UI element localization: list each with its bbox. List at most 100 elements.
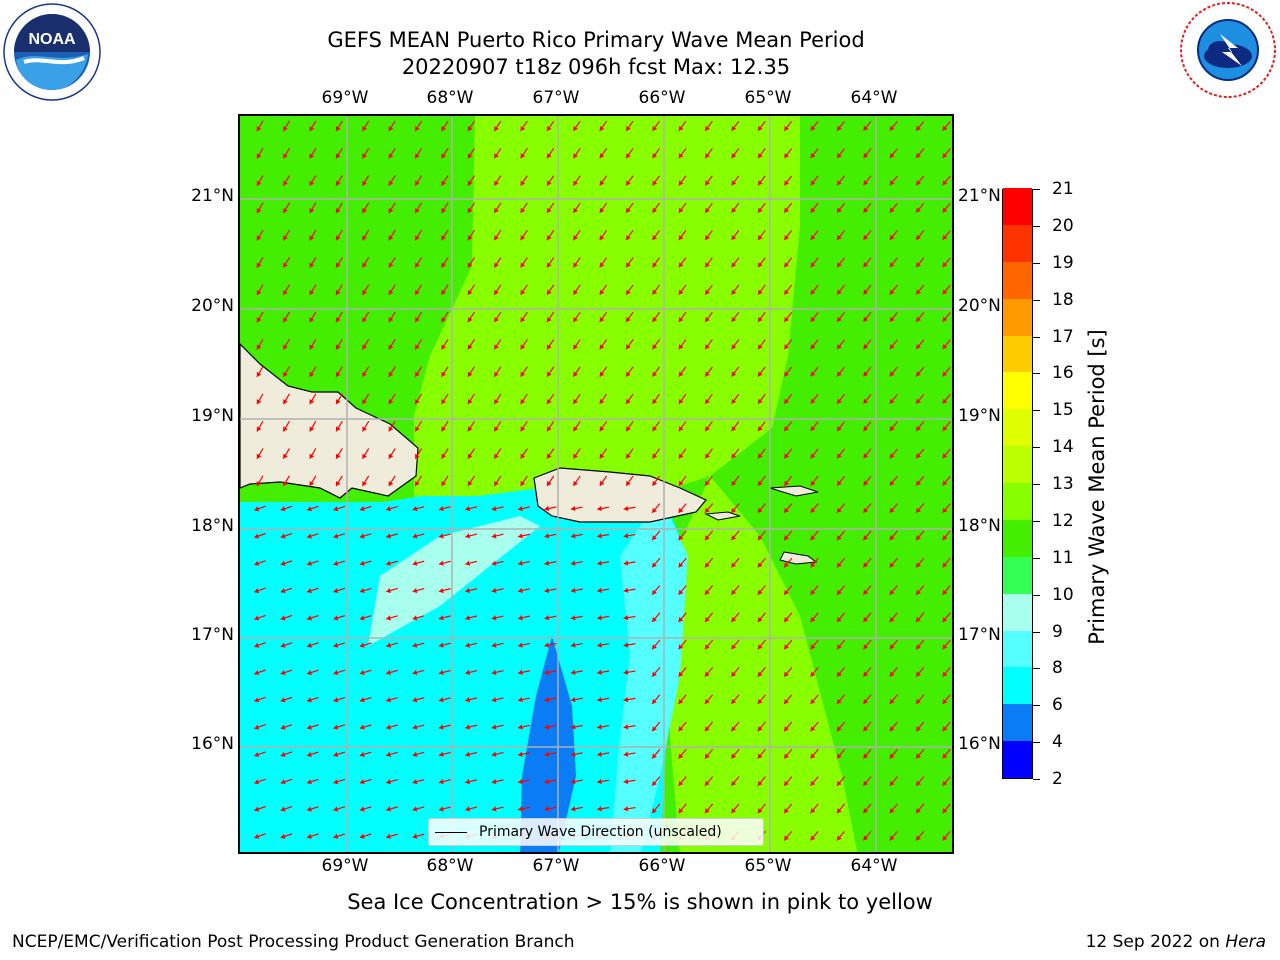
wave-direction-arrow [915, 475, 925, 486]
colorbar-segment [1003, 261, 1032, 299]
wave-direction-arrow [651, 530, 661, 541]
wave-direction-arrow [412, 669, 425, 676]
wave-direction-arrow [810, 148, 819, 159]
wave-direction-arrow [414, 475, 423, 487]
wave-direction-arrow [889, 230, 898, 241]
wave-direction-arrow [544, 642, 557, 648]
latitude-label: 17°N [191, 625, 234, 645]
longitude-label: 65°W [744, 856, 792, 876]
wave-direction-arrow [678, 475, 687, 487]
wave-direction-arrow [836, 803, 846, 814]
wave-direction-arrow [836, 202, 845, 213]
wave-direction-arrow [572, 284, 581, 296]
wave-direction-arrow [862, 393, 872, 405]
colorbar-segment [1003, 298, 1032, 336]
wave-direction-arrow [915, 148, 925, 159]
wave-direction-arrow [652, 284, 660, 296]
wave-direction-arrow [623, 533, 636, 539]
wave-direction-arrow [757, 557, 766, 568]
wave-direction-arrow [652, 148, 660, 159]
wave-direction-arrow [757, 667, 766, 677]
wave-direction-arrow [414, 393, 423, 405]
wave-direction-arrow [942, 585, 951, 596]
longitude-label: 67°W [532, 856, 580, 876]
wave-direction-arrow [518, 560, 530, 566]
wave-direction-arrow [493, 339, 502, 350]
wave-direction-arrow [810, 421, 819, 432]
wave-direction-arrow [915, 230, 925, 241]
wave-direction-arrow [915, 803, 925, 814]
wave-direction-arrow [335, 147, 343, 159]
footer-date: 12 Sep 2022 on Hera [1086, 932, 1266, 952]
wave-direction-arrow [862, 312, 872, 323]
wave-direction-arrow [465, 806, 478, 812]
wave-direction-arrow [599, 366, 608, 377]
wave-direction-arrow [862, 175, 872, 186]
wave-direction-arrow [438, 724, 451, 730]
wave-direction-arrow [254, 505, 266, 512]
wave-direction-arrow [518, 669, 530, 675]
wave-direction-arrow [544, 669, 557, 675]
wave-direction-arrow [597, 778, 610, 785]
wave-direction-arrow [280, 751, 293, 758]
wave-direction-arrow [652, 339, 660, 350]
wave-direction-arrow [942, 339, 951, 350]
wave-direction-arrow [546, 229, 555, 241]
wave-direction-arrow [678, 557, 687, 568]
wave-direction-arrow [465, 751, 478, 757]
wave-direction-arrow [915, 175, 925, 186]
colorbar [1002, 187, 1033, 779]
wave-direction-arrow [256, 393, 264, 405]
wave-direction-arrow [810, 721, 819, 732]
wave-direction-arrow [651, 557, 661, 568]
wave-direction-arrow [915, 421, 925, 432]
longitude-label: 64°W [850, 856, 898, 876]
wave-direction-arrow [862, 557, 872, 568]
wave-direction-arrow [309, 366, 317, 378]
wave-direction-arrow [388, 257, 396, 268]
wave-direction-arrow [731, 230, 740, 241]
wave-direction-arrow [309, 393, 317, 405]
wave-direction-arrow [412, 697, 425, 703]
wave-direction-arrow [388, 311, 396, 323]
wave-direction-arrow [783, 503, 793, 514]
wave-direction-arrow [518, 587, 530, 594]
wave-direction-arrow [282, 420, 290, 432]
wave-direction-arrow [546, 257, 555, 268]
hispaniola-land [240, 343, 419, 499]
wave-direction-arrow [623, 669, 636, 675]
wave-direction-arrow [889, 257, 898, 268]
wave-direction-arrow [333, 806, 346, 812]
wave-direction-arrow [361, 120, 370, 132]
colorbar-tick-mark [1033, 742, 1040, 744]
wave-direction-arrow [520, 339, 528, 350]
wave-direction-arrow [915, 667, 925, 677]
wave-direction-arrow [704, 639, 714, 650]
wave-direction-arrow [915, 748, 925, 759]
wave-direction-arrow [491, 587, 504, 594]
wave-direction-arrow [599, 284, 608, 296]
wave-direction-arrow [441, 120, 449, 132]
wave-direction-arrow [942, 148, 951, 159]
wave-direction-arrow [570, 560, 583, 566]
wave-direction-arrow [651, 667, 661, 677]
wave-direction-arrow [783, 612, 793, 623]
colorbar-tick-mark [1033, 668, 1040, 670]
latitude-label: 16°N [191, 734, 234, 754]
wave-direction-arrow [282, 448, 290, 460]
wave-direction-arrow [359, 724, 372, 730]
wave-direction-arrow [520, 257, 528, 268]
wave-direction-arrow [915, 257, 925, 268]
wave-direction-arrow [333, 615, 346, 621]
wave-direction-arrow [862, 230, 872, 241]
wave-direction-arrow [942, 230, 951, 241]
wave-direction-arrow [388, 147, 396, 159]
wave-direction-arrow [731, 120, 740, 132]
wave-direction-arrow [359, 669, 372, 676]
wave-direction-arrow [731, 475, 740, 487]
wave-direction-arrow [889, 393, 898, 405]
wave-direction-arrow [889, 830, 898, 841]
longitude-label: 68°W [426, 88, 474, 108]
wave-direction-arrow [570, 751, 583, 757]
wave-direction-arrow [623, 560, 636, 566]
